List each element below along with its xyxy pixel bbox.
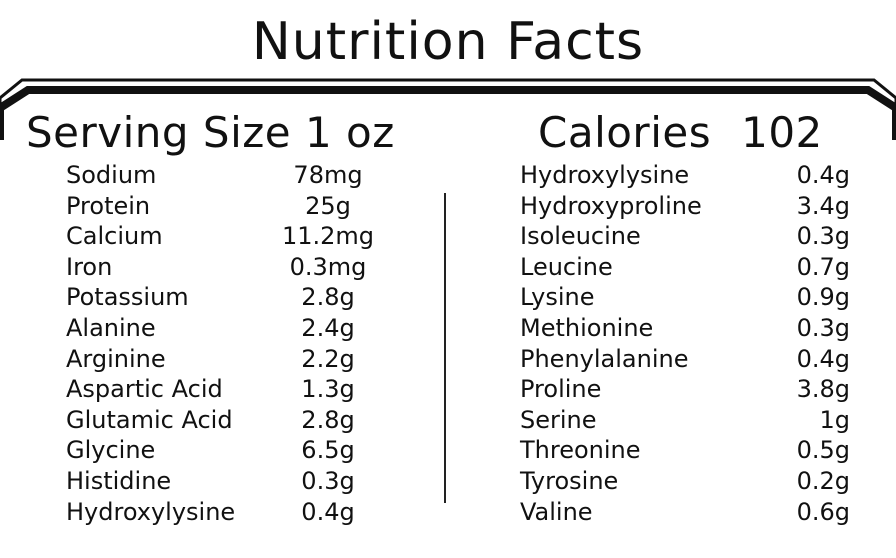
nutrient-name: Arginine xyxy=(66,344,166,373)
nutrient-name: Phenylalanine xyxy=(520,344,689,373)
nutrient-name: Calcium xyxy=(66,222,163,251)
nutrient-name: Hydroxylysine xyxy=(520,161,690,189)
nutrient-row: Threonine 0.5g xyxy=(520,435,850,466)
nutrient-row: Histidine 0.3g xyxy=(66,466,386,497)
nutrient-value: 3.8g xyxy=(796,375,850,404)
nutrient-name: Protein xyxy=(66,191,151,220)
nutrient-name: Potassium xyxy=(66,283,189,312)
nutrient-value: 78mg xyxy=(293,161,363,189)
left-nutrient-list: Sodium 78mg Protein 25g Calcium 11.2mg Iron… xyxy=(66,160,386,527)
nutrient-value: 2.8g xyxy=(301,283,355,312)
nutrient-name: Iron xyxy=(66,252,113,281)
nutrient-name: Serine xyxy=(520,405,597,434)
nutrient-row: Phenylalanine 0.4g xyxy=(520,344,850,375)
nutrient-row: Hydroxylysine 0.4g xyxy=(520,160,850,191)
nutrient-value: 2.8g xyxy=(301,405,355,434)
nutrient-row: Leucine 0.7g xyxy=(520,252,850,283)
nutrient-value: 0.6g xyxy=(796,497,850,526)
nutrient-value: 0.3g xyxy=(796,222,850,251)
nutrient-value: 0.4g xyxy=(301,497,355,526)
right-nutrient-list: Hydroxylysine 0.4g Hydroxyproline 3.4g Iso… xyxy=(520,160,850,527)
nutrient-value: 11.2mg xyxy=(281,222,375,251)
nutrient-row: Alanine 2.4g xyxy=(66,313,386,344)
nutrient-name: Leucine xyxy=(520,252,613,281)
nutrient-value: 0.5g xyxy=(796,436,850,465)
nutrient-name: Proline xyxy=(520,375,602,404)
nutrient-value: 0.9g xyxy=(796,283,850,312)
nutrient-row: Hydroxyproline 3.4g xyxy=(520,191,850,222)
nutrient-value: 0.4g xyxy=(796,344,850,373)
nutrient-name: Glutamic Acid xyxy=(66,405,233,434)
nutrient-name: Lysine xyxy=(520,283,595,312)
nutrient-row: Hydroxylysine 0.4g xyxy=(66,497,386,528)
calories-heading: Calories 102 xyxy=(538,108,823,157)
nutrient-name: Methionine xyxy=(520,313,654,342)
label-title: Nutrition Facts xyxy=(251,12,645,72)
nutrient-row: Tyrosine 0.2g xyxy=(520,466,850,497)
nutrient-value: 0.7g xyxy=(796,252,850,281)
calories-label: Calories xyxy=(538,108,712,157)
nutrient-value: 2.2g xyxy=(301,344,355,373)
nutrient-name: Isoleucine xyxy=(520,222,641,251)
nutrient-value: 6.5g xyxy=(301,436,355,465)
nutrient-row: Potassium 2.8g xyxy=(66,282,386,313)
nutrient-name: Valine xyxy=(520,497,593,526)
nutrient-value: 0.2g xyxy=(796,466,850,495)
nutrient-row: Calcium 11.2mg xyxy=(66,221,386,252)
nutrient-name: Hydroxylysine xyxy=(66,497,236,526)
nutrient-row: Methionine 0.3g xyxy=(520,313,850,344)
nutrient-value: 1g xyxy=(819,405,850,434)
nutrient-row: Aspartic Acid 1.3g xyxy=(66,374,386,405)
nutrient-value: 0.3mg xyxy=(289,252,367,281)
nutrient-name: Sodium xyxy=(66,161,157,189)
nutrient-name: Alanine xyxy=(66,313,156,342)
nutrient-row: Serine 1g xyxy=(520,405,850,436)
nutrient-value: 25g xyxy=(305,191,351,220)
nutrient-row: Sodium 78mg xyxy=(66,160,386,191)
nutrient-row: Lysine 0.9g xyxy=(520,282,850,313)
nutrient-name: Tyrosine xyxy=(520,466,619,495)
serving-size: Serving Size 1 oz xyxy=(26,108,395,157)
nutrient-name: Aspartic Acid xyxy=(66,375,223,404)
nutrient-row: Glutamic Acid 2.8g xyxy=(66,405,386,436)
nutrient-value: 0.4g xyxy=(796,161,850,189)
nutrient-row: Proline 3.8g xyxy=(520,374,850,405)
nutrient-name: Histidine xyxy=(66,466,172,495)
column-divider xyxy=(444,193,446,503)
nutrient-value: 2.4g xyxy=(301,313,355,342)
nutrient-row: Valine 0.6g xyxy=(520,497,850,528)
nutrient-row: Arginine 2.2g xyxy=(66,344,386,375)
nutrient-value: 3.4g xyxy=(796,191,850,220)
nutrient-name: Threonine xyxy=(520,436,641,465)
nutrient-name: Hydroxyproline xyxy=(520,191,702,220)
nutrient-row: Glycine 6.5g xyxy=(66,435,386,466)
nutrient-row: Iron 0.3mg xyxy=(66,252,386,283)
nutrient-row: Isoleucine 0.3g xyxy=(520,221,850,252)
nutrient-value: 0.3g xyxy=(796,313,850,342)
nutrient-row: Protein 25g xyxy=(66,191,386,222)
nutrient-name: Glycine xyxy=(66,436,156,465)
nutrient-value: 0.3g xyxy=(301,466,355,495)
nutrient-value: 1.3g xyxy=(301,375,355,404)
calories-value: 102 xyxy=(741,108,823,157)
